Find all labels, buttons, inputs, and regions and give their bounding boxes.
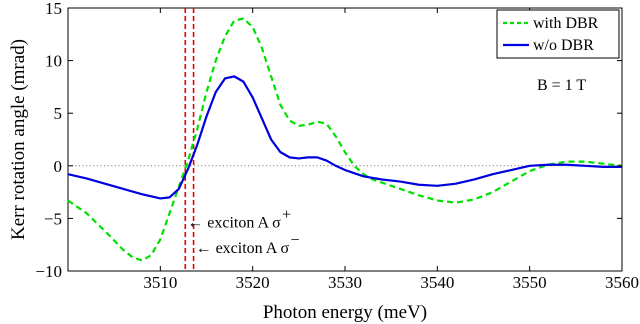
y-tick-label: 15 xyxy=(45,0,62,18)
legend-label-1: with DBR xyxy=(533,15,599,32)
annotation-label-2: exciton A σ xyxy=(216,240,290,257)
x-tick-label: 3540 xyxy=(420,273,454,292)
annotation-sup-2: − xyxy=(290,232,299,249)
legend-label-2: w/o DBR xyxy=(533,37,594,54)
x-axis-label: Photon energy (meV) xyxy=(263,302,427,323)
annotation-arrow-1: ← xyxy=(187,215,203,232)
y-tick-label: 10 xyxy=(45,52,62,71)
x-tick-label: 3560 xyxy=(605,273,639,292)
annotation-arrow-2: ← xyxy=(196,240,212,257)
annotation-sup-1: + xyxy=(282,207,291,224)
x-tick-label: 3530 xyxy=(328,273,362,292)
y-tick-label: 5 xyxy=(54,104,63,123)
magnetic-field-label: B = 1 T xyxy=(537,77,586,94)
legend: with DBR w/o DBR xyxy=(497,10,619,58)
y-tick-label: 0 xyxy=(54,157,63,176)
x-tick-label: 3550 xyxy=(513,273,547,292)
x-tick-label: 3520 xyxy=(236,273,270,292)
y-tick-label: −5 xyxy=(44,209,62,228)
y-axis-label: Kerr rotation angle (mrad) xyxy=(8,39,29,240)
x-tick-label: 3510 xyxy=(143,273,177,292)
annotation-label-1: exciton A σ xyxy=(207,215,281,232)
y-tick-label: −10 xyxy=(35,262,62,281)
